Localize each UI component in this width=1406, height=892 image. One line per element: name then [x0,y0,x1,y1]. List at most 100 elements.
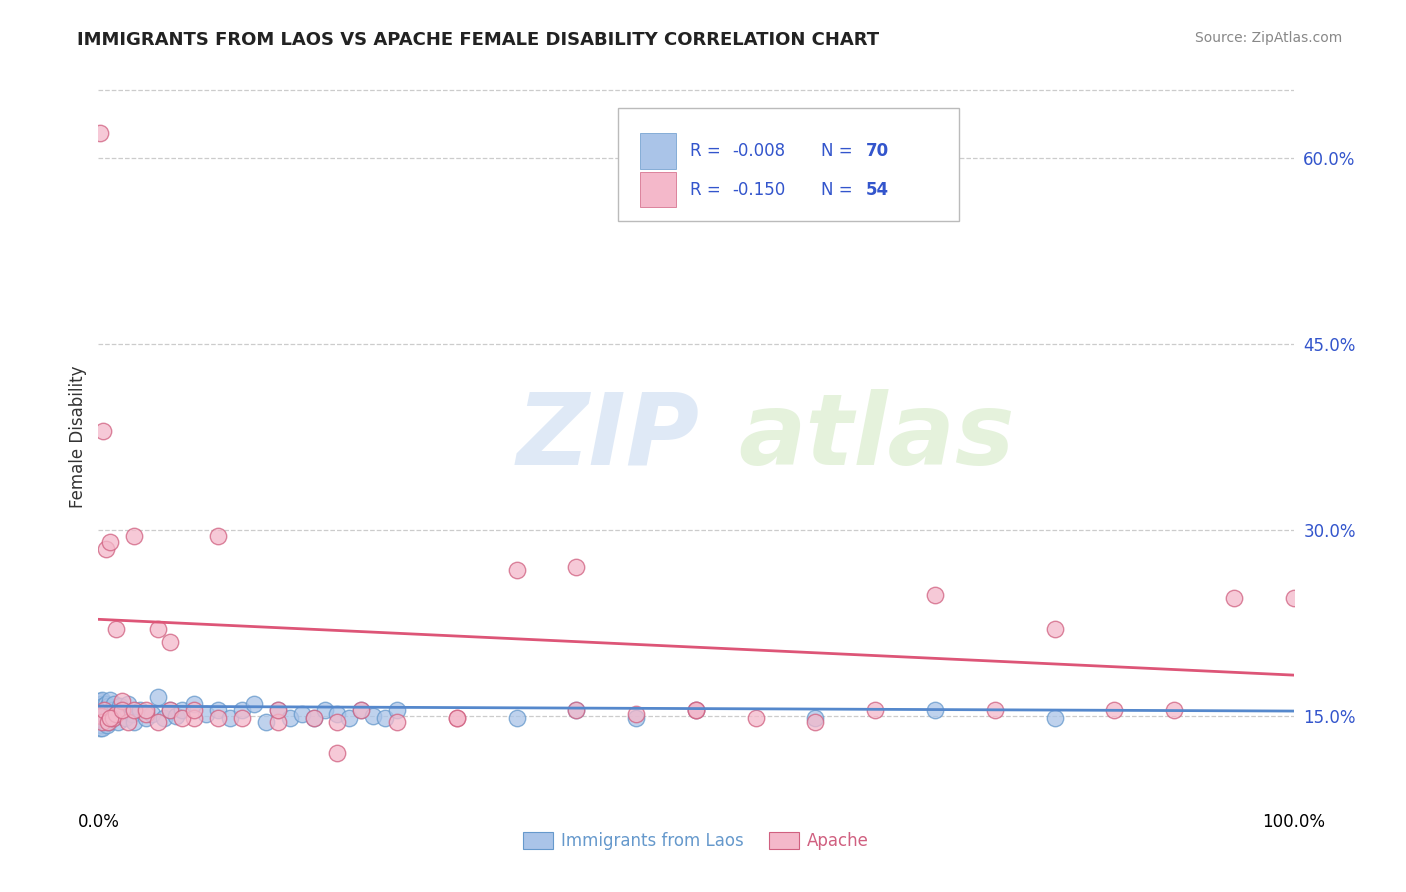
Point [626,706,648,721]
Point [111,703,134,717]
Point [105,622,128,636]
Point [302,711,325,725]
Point [172,703,194,717]
Point [105,706,128,721]
Text: -0.008: -0.008 [733,142,785,160]
Point [129,703,152,717]
Point [685,703,707,717]
Point [626,711,648,725]
Point [685,703,707,717]
Point [1282,591,1305,606]
Point [90,697,112,711]
Point [117,697,139,711]
Text: N =: N = [821,142,858,160]
Point [108,699,131,714]
Point [565,703,588,717]
Point [195,706,218,721]
Point [89,703,111,717]
Point [326,706,349,721]
Point [159,634,181,648]
Text: atlas: atlas [738,389,1014,485]
Point [159,703,181,717]
Point [302,711,325,725]
Point [865,703,887,717]
Point [745,711,768,725]
Point [111,694,134,708]
Point [89,715,111,730]
Point [93,715,115,730]
Point [97,709,120,723]
Point [94,541,117,556]
Point [326,715,349,730]
Point [100,703,122,717]
Point [254,715,277,730]
Legend: Immigrants from Laos, Apache: Immigrants from Laos, Apache [516,825,876,856]
Point [91,710,114,724]
Point [207,703,229,717]
Point [141,706,163,721]
Point [98,693,122,707]
Point [96,717,118,731]
Point [91,424,114,438]
Text: R =: R = [690,180,725,199]
Point [363,709,385,723]
Point [89,694,111,708]
Point [90,717,112,731]
Point [326,746,349,760]
Point [111,703,134,717]
Point [278,711,301,725]
Point [135,706,157,721]
Point [96,703,118,717]
Point [1043,711,1066,725]
Point [91,715,114,730]
Bar [640,134,676,169]
Point [101,711,124,725]
Point [804,715,827,730]
Point [124,703,146,717]
Point [291,706,314,721]
Point [243,697,266,711]
Text: 70: 70 [866,142,889,160]
Point [91,703,114,717]
Text: 54: 54 [866,180,889,199]
Text: Source: ZipAtlas.com: Source: ZipAtlas.com [1195,31,1343,45]
Point [350,703,373,717]
Point [135,711,157,725]
Point [94,697,117,711]
Point [114,711,136,725]
Point [159,703,181,717]
Point [207,529,229,543]
Point [1104,703,1126,717]
Point [984,703,1007,717]
Point [231,703,253,717]
Point [446,711,468,725]
Point [148,622,170,636]
Point [90,709,112,723]
Point [506,563,529,577]
Point [91,722,114,736]
Point [89,711,111,725]
Y-axis label: Female Disability: Female Disability [69,366,87,508]
Point [207,711,229,725]
Point [385,715,409,730]
Point [103,697,125,711]
Point [89,126,111,140]
Point [97,715,120,730]
Point [924,703,946,717]
Point [267,703,290,717]
Point [1223,591,1246,606]
Point [98,715,121,730]
Point [165,709,187,723]
Text: R =: R = [690,142,725,160]
Point [374,711,396,725]
Point [124,529,146,543]
Point [924,588,946,602]
Text: -0.150: -0.150 [733,180,785,199]
Point [219,711,242,725]
Point [315,703,337,717]
Point [91,699,114,714]
Point [117,715,139,730]
Point [89,722,111,736]
Point [148,715,170,730]
Point [685,703,707,717]
